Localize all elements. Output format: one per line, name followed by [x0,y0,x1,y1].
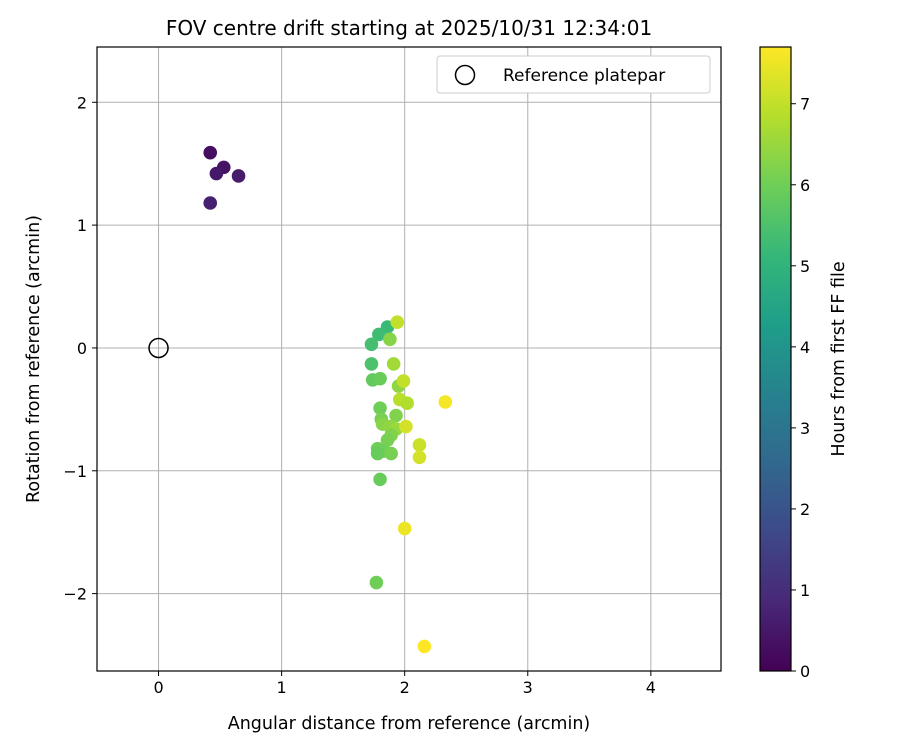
x-axis-ticks: 0 1 2 3 4 [153,671,656,697]
x-tick-label: 1 [277,678,287,697]
colorbar: 0 1 2 3 4 5 6 7 Hours from first FF file [759,46,849,681]
data-point [209,166,224,181]
colorbar-ticks: 0 1 2 3 4 5 6 7 [791,95,810,681]
data-points [203,145,453,654]
x-axis-label: Angular distance from reference (arcmin) [228,714,591,734]
plot-background [97,47,721,671]
data-point [231,169,246,183]
data-point [370,446,385,461]
colorbar-label: Hours from first FF file [829,261,849,456]
y-tick-label: −2 [63,585,87,604]
y-tick-label: 1 [77,216,87,235]
colorbar-tick-label: 7 [800,95,810,114]
plot-frame [96,46,722,672]
data-point [369,575,384,590]
data-point [390,315,405,329]
colorbar-tick-label: 0 [800,662,810,681]
grid-lines [97,47,721,671]
data-point [438,395,453,409]
colorbar-tick-label: 3 [800,419,810,438]
data-point [386,357,401,371]
legend: Reference platepar [436,55,711,94]
colorbar-tick-label: 1 [800,581,810,600]
data-point [400,396,414,411]
data-point [380,433,395,447]
data-point [373,371,387,386]
data-point [373,472,387,487]
colorbar-tick-label: 6 [800,176,810,195]
y-tick-label: 2 [77,93,87,112]
y-axis-label: Rotation from reference (arcmin) [24,215,44,503]
data-point [364,337,379,352]
chart-title: FOV centre drift starting at 2025/10/31 … [166,16,652,40]
colorbar-gradient [759,46,792,672]
x-tick-label: 0 [153,678,163,697]
data-point [399,419,413,434]
data-point [372,327,386,342]
data-point [383,332,397,347]
data-point [373,401,387,415]
legend-box [436,55,711,94]
data-point [397,521,412,536]
data-point [364,357,379,371]
data-point [203,145,218,160]
plot-area: 0 1 2 3 4 2 1 0 −1 −2 [63,46,722,697]
y-axis-ticks: 2 1 0 −1 −2 [63,93,97,604]
data-point [203,196,218,210]
data-point [412,438,427,452]
data-point [412,450,427,465]
colorbar-tick-label: 5 [800,257,810,276]
legend-label: Reference platepar [503,66,665,86]
x-tick-label: 3 [523,678,533,697]
data-point [384,446,398,461]
colorbar-tick-label: 4 [800,338,810,357]
data-point [396,374,411,388]
data-point [389,408,403,423]
x-tick-label: 4 [646,678,656,697]
colorbar-tick-label: 2 [800,500,810,519]
data-point [417,639,432,654]
x-tick-label: 2 [400,678,410,697]
y-tick-label: 0 [77,339,87,358]
reference-platepar-marker [148,337,169,359]
y-tick-label: −1 [63,462,87,481]
legend-marker-icon [454,64,476,86]
